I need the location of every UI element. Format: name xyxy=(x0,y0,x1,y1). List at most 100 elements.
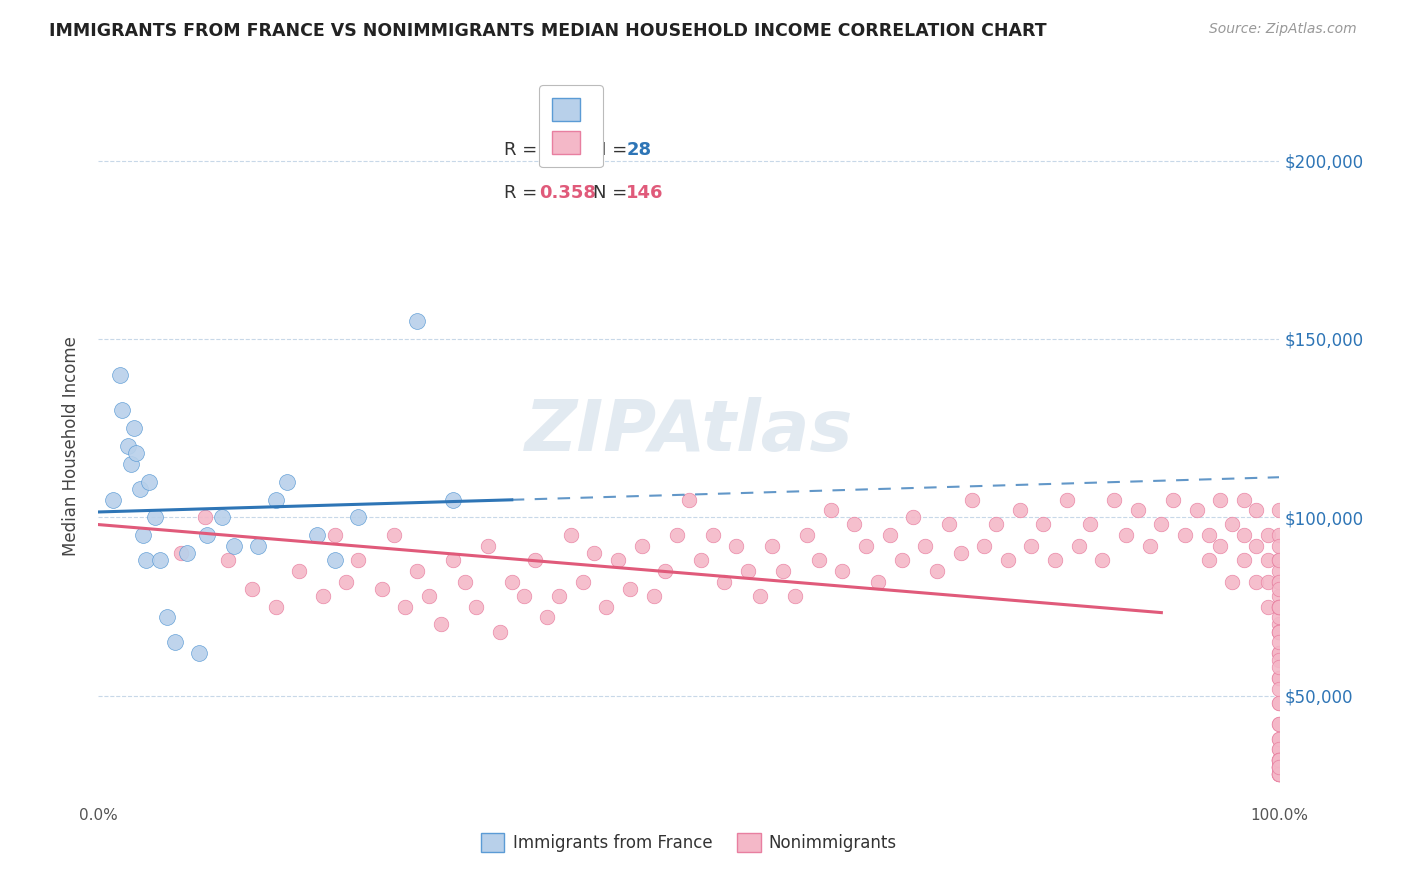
Point xyxy=(1268,582,1291,596)
Point xyxy=(524,553,547,567)
Point xyxy=(1268,564,1291,578)
Point xyxy=(1268,731,1291,746)
Point xyxy=(1268,574,1291,589)
Y-axis label: Median Household Income: Median Household Income xyxy=(62,336,80,556)
Point xyxy=(737,564,759,578)
Point xyxy=(1268,753,1291,767)
Point xyxy=(1268,760,1291,774)
Point xyxy=(548,589,571,603)
Point xyxy=(305,528,328,542)
Point xyxy=(890,553,912,567)
Point xyxy=(1268,696,1291,710)
Point xyxy=(997,553,1019,567)
Point xyxy=(1126,503,1149,517)
Point xyxy=(143,510,166,524)
Point xyxy=(1268,742,1291,756)
Point xyxy=(441,553,464,567)
Point xyxy=(973,539,995,553)
Text: ZIPAtlas: ZIPAtlas xyxy=(524,397,853,467)
Point xyxy=(1102,492,1125,507)
Point xyxy=(595,599,617,614)
Point xyxy=(453,574,475,589)
Point xyxy=(347,510,370,524)
Point xyxy=(1043,553,1066,567)
Point xyxy=(607,553,630,567)
Point xyxy=(1268,767,1291,781)
Point xyxy=(654,564,676,578)
Text: 146: 146 xyxy=(626,184,664,202)
Point xyxy=(176,546,198,560)
Point xyxy=(335,574,357,589)
Point xyxy=(1268,731,1291,746)
Point xyxy=(1268,599,1291,614)
Point xyxy=(288,564,311,578)
Text: R =: R = xyxy=(503,141,543,159)
Point xyxy=(1021,539,1043,553)
Point xyxy=(925,564,948,578)
Point xyxy=(1209,492,1232,507)
Point xyxy=(1268,767,1291,781)
Point xyxy=(1268,681,1291,696)
Point xyxy=(1233,553,1256,567)
Point xyxy=(1268,528,1291,542)
Point xyxy=(1150,517,1173,532)
Point xyxy=(465,599,488,614)
Point xyxy=(1268,760,1291,774)
Point xyxy=(1185,503,1208,517)
Point xyxy=(512,589,534,603)
Text: IMMIGRANTS FROM FRANCE VS NONIMMIGRANTS MEDIAN HOUSEHOLD INCOME CORRELATION CHAR: IMMIGRANTS FROM FRANCE VS NONIMMIGRANTS … xyxy=(49,22,1047,40)
Point xyxy=(264,599,287,614)
Point xyxy=(323,528,346,542)
Point xyxy=(1268,660,1291,674)
Point xyxy=(903,510,925,524)
Point xyxy=(619,582,641,596)
Text: Source: ZipAtlas.com: Source: ZipAtlas.com xyxy=(1209,22,1357,37)
Point xyxy=(323,553,346,567)
Point xyxy=(1268,696,1291,710)
Point xyxy=(1115,528,1137,542)
Point xyxy=(643,589,665,603)
Point xyxy=(149,553,172,567)
Point xyxy=(1268,617,1291,632)
Point xyxy=(785,589,807,603)
Text: 0.358: 0.358 xyxy=(538,184,596,202)
Point xyxy=(165,635,187,649)
Point xyxy=(117,439,139,453)
Point xyxy=(1220,517,1243,532)
Point xyxy=(1220,574,1243,589)
Point xyxy=(1091,553,1114,567)
Point xyxy=(211,510,233,524)
Point xyxy=(938,517,960,532)
Point xyxy=(156,610,179,624)
Point xyxy=(1198,528,1220,542)
Point xyxy=(1161,492,1184,507)
Point xyxy=(1268,653,1291,667)
Point xyxy=(1257,574,1279,589)
Point xyxy=(217,553,239,567)
Point xyxy=(1268,671,1291,685)
Point xyxy=(132,528,155,542)
Point xyxy=(195,528,218,542)
Point xyxy=(111,403,134,417)
Point xyxy=(128,482,150,496)
Point xyxy=(194,510,217,524)
Point xyxy=(914,539,936,553)
Point xyxy=(820,503,842,517)
Point xyxy=(187,646,209,660)
Point xyxy=(1268,753,1291,767)
Point xyxy=(1174,528,1197,542)
Point xyxy=(1268,624,1291,639)
Point xyxy=(1268,753,1291,767)
Point xyxy=(1268,553,1291,567)
Point xyxy=(678,492,700,507)
Point xyxy=(108,368,131,382)
Point xyxy=(264,492,287,507)
Point xyxy=(1268,553,1291,567)
Point xyxy=(1198,553,1220,567)
Point xyxy=(135,553,157,567)
Point xyxy=(382,528,405,542)
Point xyxy=(1209,539,1232,553)
Point xyxy=(430,617,453,632)
Point xyxy=(702,528,724,542)
Point xyxy=(347,553,370,567)
